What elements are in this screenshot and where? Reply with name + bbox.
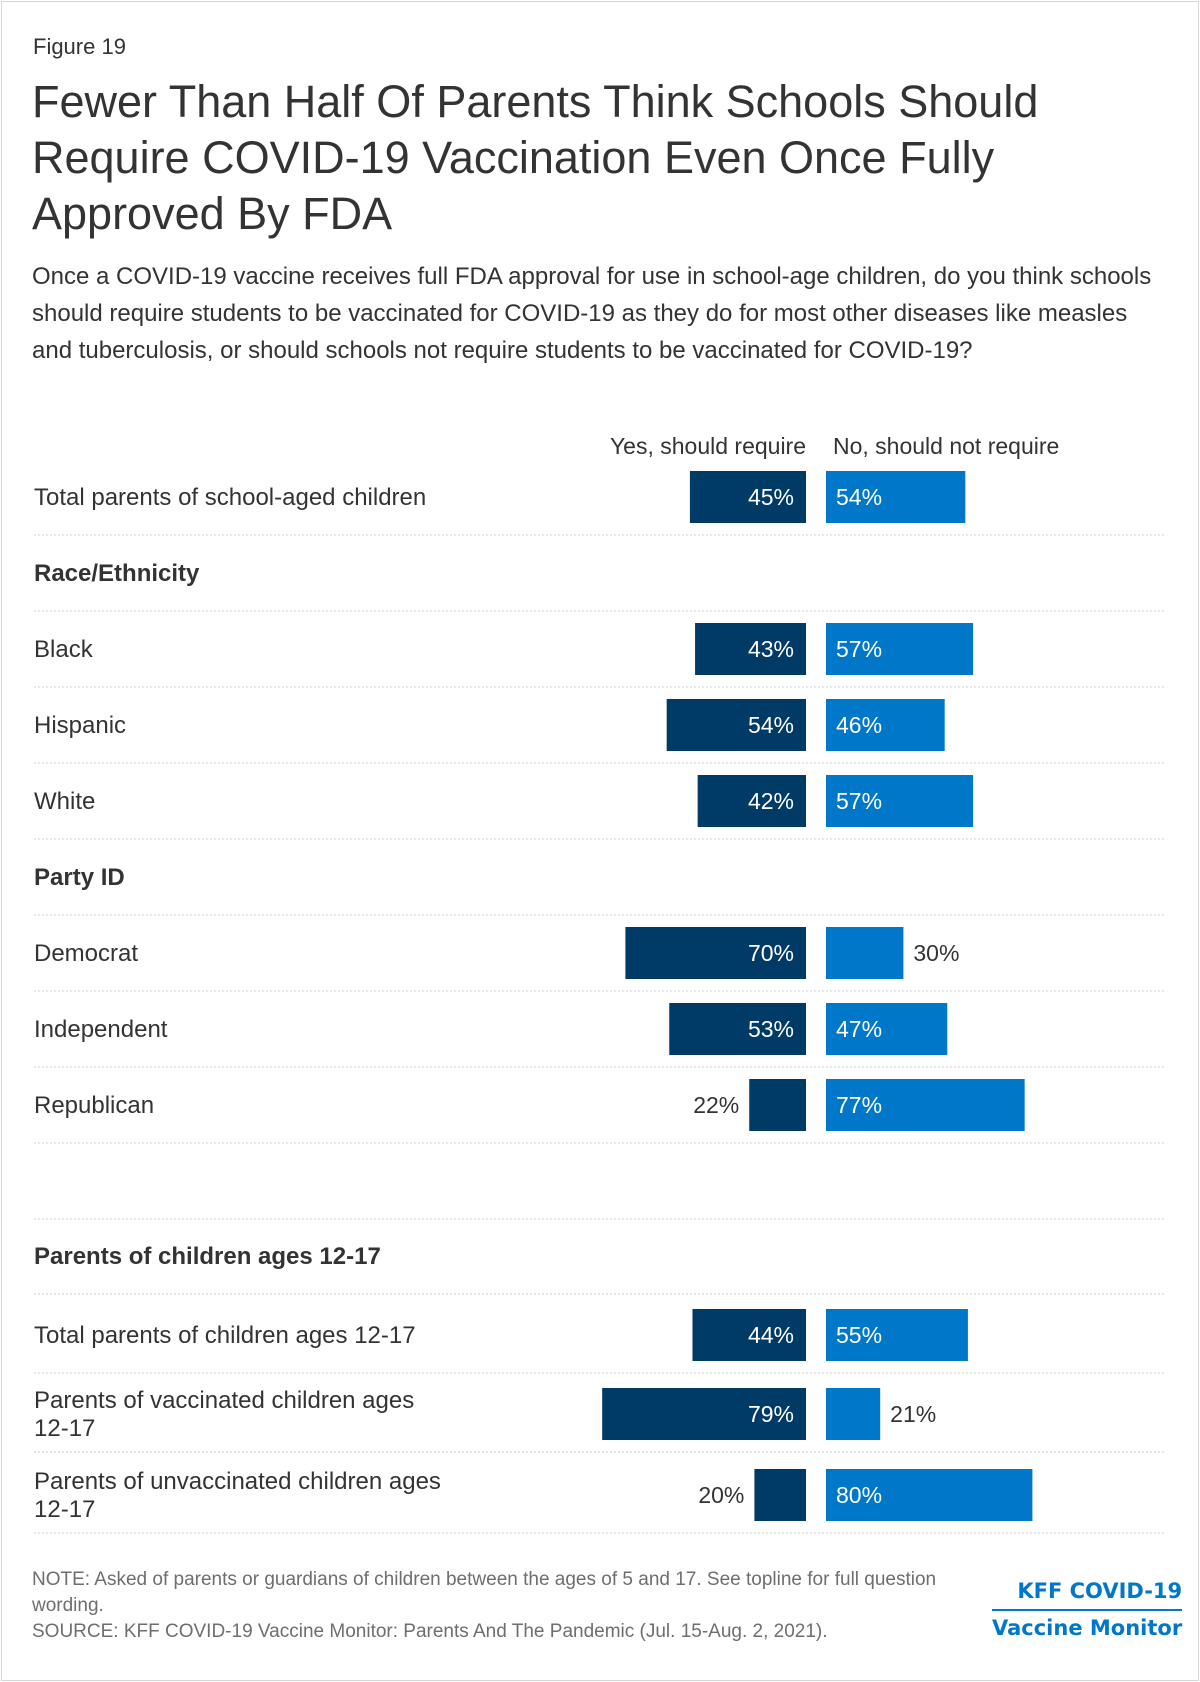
data-label-yes: 22% [693,1092,739,1118]
row-label: White [34,788,95,815]
chart-title: Fewer Than Half Of Parents Think Schools… [32,76,1039,239]
row-label: Total parents of children ages 12-17 [34,1322,416,1349]
kff-logo: KFF COVID-19 Vaccine Monitor [992,1574,1183,1645]
data-label-no: 77% [836,1092,882,1118]
row-label: Republican [34,1092,154,1119]
bar-no [826,927,904,979]
data-label-no: 57% [836,788,882,814]
row-label: Hispanic [34,712,126,739]
bar-yes [689,471,806,523]
bar-no [826,471,966,523]
data-label-no: 80% [836,1482,882,1508]
bar-no [826,623,974,675]
data-label-yes: 70% [748,940,794,966]
data-label-yes: 54% [748,712,794,738]
row-label: Parents of vaccinated children ages 12-17 [34,1387,414,1442]
figure-label: Figure 19 [33,34,126,59]
row-label: Parents of unvaccinated children ages 12-… [34,1468,441,1523]
data-label-no: 47% [836,1016,882,1042]
row-label: Democrat [34,940,138,967]
legend-yes: Yes, should require [610,433,806,459]
bar-yes [697,775,806,827]
source-text: SOURCE: KFF COVID-19 Vaccine Monitor: Pa… [32,1621,828,1642]
data-label-no: 54% [836,484,882,510]
data-label-yes: 42% [748,788,794,814]
data-label-yes: 44% [748,1322,794,1348]
footer-notes: NOTE: Asked of parents or guardians of c… [32,1567,972,1645]
data-label-yes: 45% [748,484,794,510]
bar-yes [666,699,806,751]
data-label-yes: 53% [748,1016,794,1042]
bar-no [826,1309,968,1361]
data-label-yes: 79% [748,1401,794,1427]
bar-yes [695,623,806,675]
bar-yes [602,1388,806,1440]
row-label: Independent [34,1016,168,1043]
bar-no [826,699,945,751]
data-label-yes: 20% [698,1482,744,1508]
logo-line-1: KFF COVID-19 [992,1574,1183,1611]
note-text: NOTE: Asked of parents or guardians of c… [32,1569,937,1616]
bar-yes [754,1469,806,1521]
row-label: Total parents of school-aged children [34,484,426,511]
data-label-yes: 43% [748,636,794,662]
legend-no: No, should not require [833,433,1059,459]
row-label: Black [34,636,94,663]
bar-no [826,1469,1033,1521]
data-label-no: 46% [836,712,882,738]
data-label-no: 30% [913,940,959,966]
logo-line-2: Vaccine Monitor [992,1616,1183,1640]
group-header: Parents of children ages 12-17 [34,1243,381,1270]
bar-no [826,1079,1025,1131]
data-label-no: 21% [890,1401,936,1427]
bar-yes [669,1003,806,1055]
bar-no [826,1003,948,1055]
data-label-no: 57% [836,636,882,662]
bar-yes [692,1309,806,1361]
data-label-no: 55% [836,1322,882,1348]
bar-no [826,775,974,827]
bar-no [826,1388,881,1440]
diverging-bar-chart: Yes, should require No, should not requir… [34,433,1165,1534]
bar-yes [749,1079,806,1131]
bar-yes [625,927,806,979]
chart-subtitle: Once a COVID-19 vaccine receives full FD… [32,263,1152,364]
group-header: Party ID [34,864,125,891]
group-header: Race/Ethnicity [34,560,200,587]
